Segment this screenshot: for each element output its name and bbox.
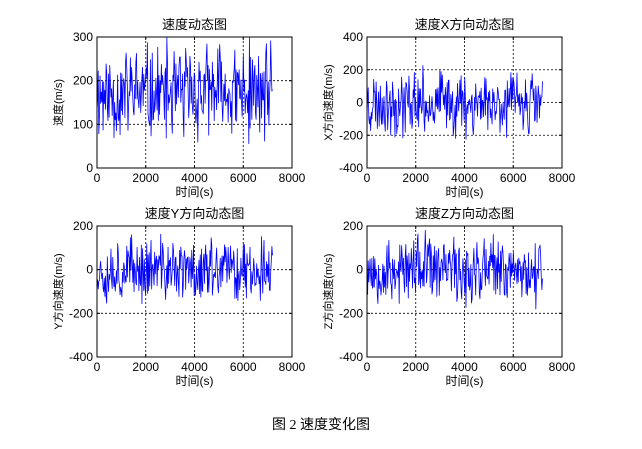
chart-title: 速度动态图 — [162, 17, 227, 32]
x-tick-label: 2000 — [132, 360, 159, 374]
x-tick-label: 6000 — [500, 171, 527, 185]
y-axis-label: Y方向速度(m/s) — [51, 253, 65, 329]
y-tick-label: -400 — [339, 161, 363, 175]
x-tick-label: 4000 — [181, 360, 208, 374]
y-axis-label: X方向速度(m/s) — [321, 64, 335, 140]
x-tick-label: 0 — [364, 360, 371, 374]
x-axis-label: 时间(s) — [446, 374, 484, 388]
y-tick-label: 200 — [343, 63, 363, 77]
y-tick-label: 0 — [356, 263, 363, 277]
series-line — [96, 233, 273, 305]
y-tick-label: 0 — [86, 263, 93, 277]
chart-title: 速度Y方向动态图 — [145, 206, 245, 221]
y-tick-label: -200 — [69, 306, 93, 320]
x-axis-label: 时间(s) — [446, 185, 484, 199]
x-tick-label: 8000 — [279, 171, 306, 185]
y-axis-label: Z方向速度(m/s) — [321, 254, 335, 330]
x-tick-label: 4000 — [451, 171, 478, 185]
x-tick-label: 0 — [94, 171, 101, 185]
y-tick-label: 300 — [73, 30, 93, 44]
y-tick-label: 100 — [73, 117, 93, 131]
subplot-speed-x: 0 2000 4000 6000 8000 -400 -200 0 200 400 速度X方向动态图… — [321, 17, 576, 199]
series-line — [96, 37, 273, 144]
x-tick-label: 8000 — [279, 360, 306, 374]
y-tick-label: 200 — [343, 219, 363, 233]
y-tick-label: -200 — [339, 306, 363, 320]
x-tick-label: 2000 — [402, 171, 429, 185]
subplot-speed-z: 0 2000 4000 6000 8000 -400 -200 0 200 速度Z方向动态图时间(… — [321, 206, 576, 388]
y-tick-label: -400 — [339, 350, 363, 364]
chart-title: 速度X方向动态图 — [415, 17, 515, 32]
x-tick-label: 6000 — [230, 360, 257, 374]
subplot-speed-y: 0 2000 4000 6000 8000 -400 -200 0 200 速度Y方向动态图时间(… — [51, 206, 306, 388]
y-tick-label: -400 — [69, 350, 93, 364]
y-tick-label: 0 — [86, 161, 93, 175]
y-axis-label: 速度(m/s) — [51, 79, 65, 126]
x-tick-label: 4000 — [181, 171, 208, 185]
x-axis-label: 时间(s) — [176, 185, 214, 199]
y-tick-label: 0 — [356, 96, 363, 110]
y-tick-label: 200 — [73, 219, 93, 233]
x-tick-label: 8000 — [549, 171, 576, 185]
x-tick-label: 6000 — [230, 171, 257, 185]
y-tick-label: 400 — [343, 30, 363, 44]
x-tick-label: 8000 — [549, 360, 576, 374]
figure-caption: 图 2 速度变化图 — [272, 418, 370, 433]
x-tick-label: 6000 — [500, 360, 527, 374]
chart-title: 速度Z方向动态图 — [415, 206, 514, 221]
y-tick-label: -200 — [339, 128, 363, 142]
x-tick-label: 4000 — [451, 360, 478, 374]
x-axis-label: 时间(s) — [176, 374, 214, 388]
x-tick-label: 0 — [364, 171, 371, 185]
x-tick-label: 2000 — [132, 171, 159, 185]
series-line — [366, 65, 543, 140]
x-tick-label: 0 — [94, 360, 101, 374]
y-tick-label: 200 — [73, 74, 93, 88]
x-tick-label: 2000 — [402, 360, 429, 374]
series-line — [366, 229, 543, 310]
